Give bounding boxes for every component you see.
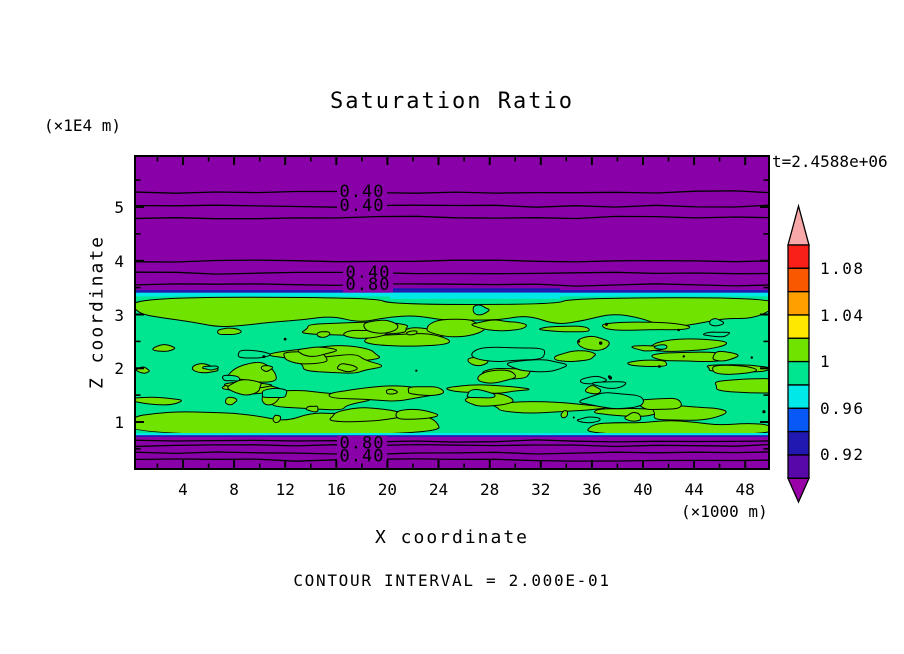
y-tick-label: 2 — [114, 359, 124, 379]
x-tick-label: 28 — [480, 480, 500, 499]
x-tick-label: 24 — [428, 480, 449, 499]
y-axis-unit: (×1E4 m) — [44, 116, 122, 135]
x-tick-label: 12 — [275, 480, 295, 499]
colorbar-tick-label: 1.04 — [820, 305, 865, 325]
svg-text:0.40: 0.40 — [340, 182, 385, 202]
colorbar — [787, 203, 810, 504]
x-tick-label: 32 — [531, 480, 551, 499]
y-tick-label: 4 — [114, 251, 124, 271]
x-tick-label: 4 — [178, 480, 188, 499]
chart-title: Saturation Ratio — [330, 89, 574, 114]
y-tick-label: 1 — [114, 413, 124, 432]
x-tick-label: 8 — [229, 480, 239, 499]
x-tick-label: 48 — [735, 480, 755, 499]
x-tick-label: 44 — [684, 480, 704, 499]
x-tick-label: 36 — [582, 480, 602, 499]
plot-area: 0.40 0.40 0.40 0.80 0.80 0.40 — [134, 155, 770, 470]
y-tick-label: 3 — [114, 305, 124, 325]
svg-text:0.40: 0.40 — [340, 447, 385, 467]
svg-text:0.80: 0.80 — [346, 275, 391, 295]
x-tick-label: 20 — [377, 480, 398, 499]
svg-text:0.40: 0.40 — [340, 196, 385, 216]
x-axis-label: X coordinate — [374, 527, 530, 548]
x-axis-unit: (×1000 m) — [681, 502, 768, 521]
colorbar-tick-label: 1 — [820, 352, 832, 371]
colorbar-tick-label: 1.08 — [820, 259, 865, 278]
contour-interval-label: CONTOUR INTERVAL = 2.000E-01 — [293, 571, 611, 590]
x-tick-label: 40 — [633, 480, 653, 499]
colorbar-tick-label: 0.92 — [820, 445, 865, 464]
colorbar-tick-label: 0.96 — [820, 398, 865, 418]
y-tick-label: 5 — [114, 198, 124, 217]
time-label: t=2.4588e+06 — [772, 152, 888, 171]
svg-text:0.80: 0.80 — [340, 434, 385, 454]
x-tick-label: 16 — [326, 480, 346, 499]
contour-plot-svg: 0.400.400.400.800.800.40 — [136, 157, 768, 468]
